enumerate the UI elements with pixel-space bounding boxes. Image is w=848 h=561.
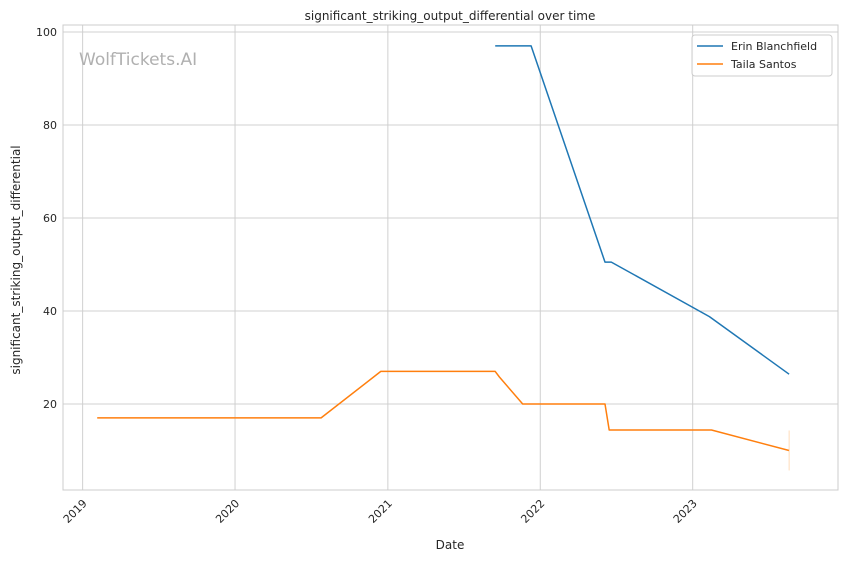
y-tick-label: 40 bbox=[43, 305, 57, 318]
legend: Erin Blanchfield Taila Santos bbox=[691, 34, 833, 77]
chart-title: significant_striking_output_differential… bbox=[305, 9, 596, 23]
series-line-taila-santos bbox=[97, 370, 790, 452]
plot-frame bbox=[62, 24, 839, 491]
legend-label-erin-blanchfield: Erin Blanchfield bbox=[731, 40, 817, 53]
legend-box bbox=[691, 34, 833, 77]
x-axis-title: Date bbox=[436, 538, 465, 552]
legend-label-taila-santos: Taila Santos bbox=[730, 58, 797, 71]
y-tick-label: 100 bbox=[36, 26, 57, 39]
series-line-erin-blanchfield bbox=[495, 45, 790, 375]
y-tick-labels: 20 40 60 80 100 bbox=[36, 26, 57, 411]
y-tick-label: 60 bbox=[43, 212, 57, 225]
grid bbox=[63, 25, 838, 490]
watermark-text: WolfTickets.AI bbox=[79, 50, 197, 70]
y-tick-label: 20 bbox=[43, 398, 57, 411]
series-layer bbox=[97, 45, 790, 471]
y-tick-label: 80 bbox=[43, 119, 57, 132]
y-axis-title: significant_striking_output_differential bbox=[9, 145, 23, 374]
